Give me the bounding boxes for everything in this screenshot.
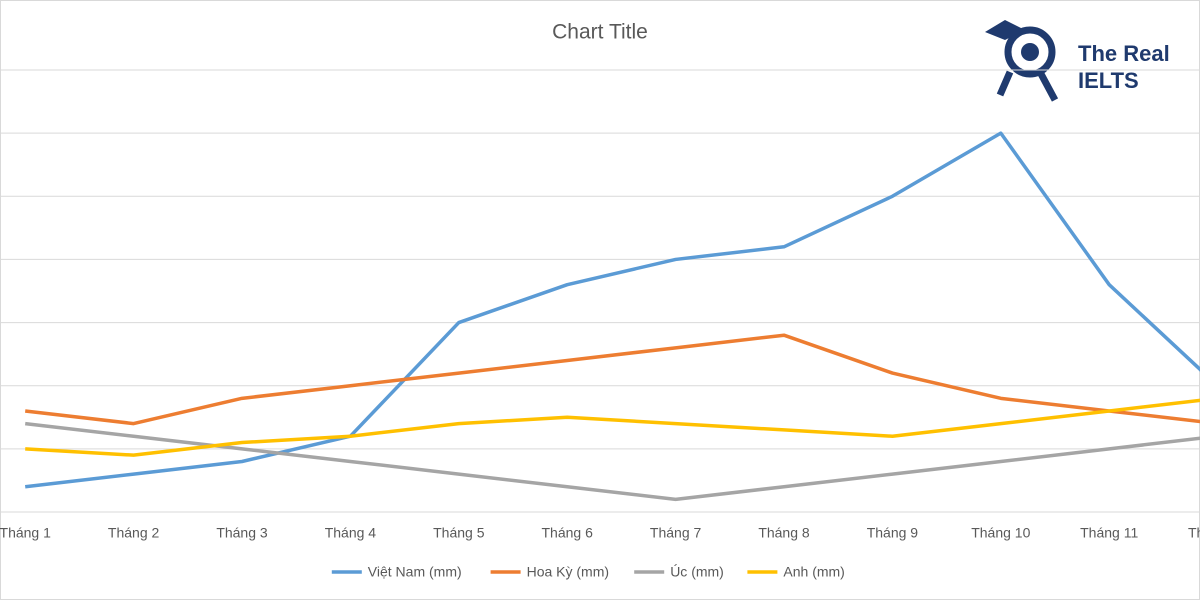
x-tick-label: Tháng 3 <box>216 525 268 541</box>
logo-text: The Real <box>1078 41 1170 66</box>
x-tick-label: Tháng 10 <box>971 525 1030 541</box>
chart-title: Chart Title <box>552 21 648 44</box>
series-line <box>25 398 1200 457</box>
legend-label: Úc (mm) <box>670 564 724 580</box>
legend-label: Việt Nam (mm) <box>368 564 462 580</box>
legend-label: Anh (mm) <box>783 564 844 580</box>
logo: The Real IELTS <box>985 20 1170 102</box>
x-tick-label: Tháng 6 <box>542 525 594 541</box>
x-tick-label: Tháng 1 <box>0 525 51 541</box>
series-line <box>24 421 1200 502</box>
logo-icon <box>985 20 1025 40</box>
x-tick-label: Tháng 11 <box>1080 525 1138 541</box>
x-tick-label: Tháng 2 <box>108 525 160 541</box>
series-line <box>24 131 1200 489</box>
logo-icon <box>996 70 1059 102</box>
x-tick-label: Tháng 7 <box>650 525 702 541</box>
legend-label: Hoa Kỳ (mm) <box>527 564 609 580</box>
series-line <box>24 333 1200 426</box>
x-tick-label: Tháng 9 <box>867 525 919 541</box>
x-tick-label: Tháng 8 <box>758 525 810 541</box>
logo-icon <box>1004 26 1056 78</box>
x-tick-label: Tháng 4 <box>325 525 377 541</box>
logo-icon <box>1021 43 1039 61</box>
logo-text: IELTS <box>1078 68 1139 93</box>
x-tick-label: Tháng 5 <box>433 525 485 541</box>
x-tick-label: Tháng 12 <box>1188 525 1200 541</box>
